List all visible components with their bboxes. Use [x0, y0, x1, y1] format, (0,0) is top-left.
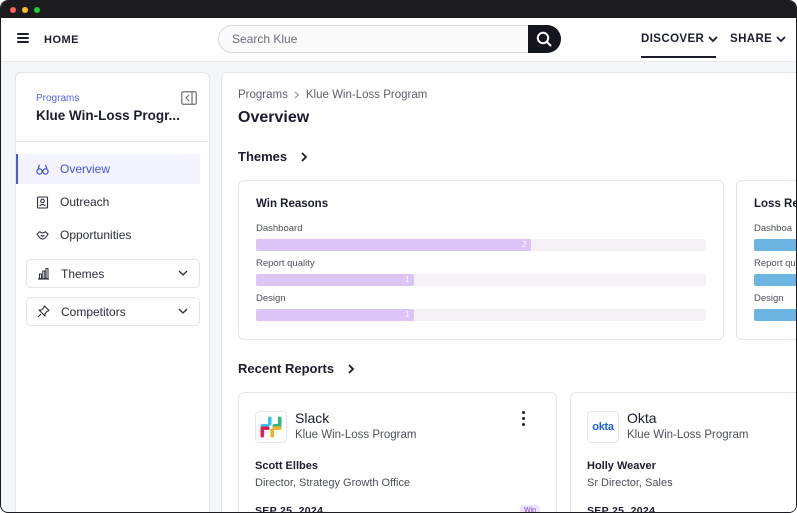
theme-bar: 1: [256, 309, 414, 321]
report-program-name: Klue Win-Loss Program: [295, 429, 417, 441]
nav-active-underline: [641, 56, 716, 58]
slack-logo-icon: [255, 411, 287, 443]
breadcrumb-current: Klue Win-Loss Program: [305, 89, 428, 101]
recent-reports-section-link[interactable]: Recent Reports: [238, 361, 355, 376]
main-content: Programs Klue Win-Loss Program Overview …: [221, 72, 796, 513]
sidebar-item-opportunities[interactable]: Opportunities: [16, 220, 200, 250]
status-badge: Win: [519, 505, 540, 512]
recent-reports-heading: Recent Reports: [238, 361, 335, 376]
theme-bar: [754, 239, 796, 251]
themes-heading: Themes: [238, 149, 288, 164]
search-input[interactable]: [219, 26, 529, 52]
bar-chart-icon: [38, 268, 49, 280]
theme-bar-track: [754, 274, 796, 286]
theme-bar-track: 1: [256, 274, 706, 286]
window-close-dot[interactable]: [10, 7, 16, 13]
theme-bar-track: 2: [256, 239, 706, 251]
sidebar-item-label: Opportunities: [60, 228, 132, 242]
theme-bar-value: 2: [522, 240, 527, 249]
report-date: SEP 25, 2024: [255, 505, 324, 513]
binoculars-icon: [36, 164, 49, 175]
handshake-icon: [36, 230, 49, 240]
theme-row-label: Report quality: [256, 258, 315, 269]
theme-bar-value: 1: [405, 275, 410, 284]
nav-share[interactable]: SHARE: [730, 33, 786, 45]
search-box: [218, 25, 561, 53]
sidebar-divider: [16, 141, 209, 142]
okta-logo-icon: okta: [587, 411, 619, 443]
window-maximize-dot[interactable]: [34, 7, 40, 13]
theme-bar: [754, 309, 796, 321]
nav-discover-label: DISCOVER: [641, 33, 705, 45]
report-contact-role: Director, Strategy Growth Office: [255, 477, 411, 489]
breadcrumb-programs[interactable]: Programs: [238, 89, 288, 101]
theme-bar-track: [754, 309, 796, 321]
sidebar-item-label: Overview: [60, 162, 111, 176]
sidebar-program-title: Klue Win-Loss Progr...: [36, 108, 180, 123]
sidebar-dropdown-themes[interactable]: Themes: [26, 259, 200, 288]
chevron-down-icon: [708, 36, 718, 43]
theme-row-label: Dashboa: [754, 223, 793, 234]
hamburger-menu-icon[interactable]: [17, 33, 29, 43]
report-date: SEP 25, 2024: [587, 505, 656, 513]
report-company-name: Okta: [627, 410, 657, 426]
chevron-down-icon: [178, 308, 188, 314]
sidebar-dropdown-competitors[interactable]: Competitors: [26, 297, 200, 326]
theme-row-label: Design: [754, 293, 784, 304]
nav-share-label: SHARE: [730, 33, 773, 45]
theme-row-label: Dashboard: [256, 223, 303, 234]
theme-card-loss-reasons[interactable]: Loss Rea Dashboa Report qu Design: [736, 180, 796, 340]
report-card-slack[interactable]: Slack Klue Win-Loss Program Scott Ellbes…: [238, 392, 557, 513]
top-navigation-bar: HOME DISCOVER SHARE: [1, 18, 796, 62]
more-options-icon[interactable]: [522, 411, 526, 427]
theme-bar-track: 1: [256, 309, 706, 321]
okta-logo-text: okta: [592, 421, 614, 433]
chevron-down-icon: [776, 36, 786, 43]
theme-bar: 2: [256, 239, 531, 251]
search-icon: [536, 31, 552, 47]
sidebar-item-label: Outreach: [60, 195, 110, 209]
breadcrumb: Programs Klue Win-Loss Program: [238, 89, 427, 101]
nav-discover[interactable]: DISCOVER: [641, 33, 718, 45]
theme-card-title: Loss Rea: [754, 198, 796, 210]
collapse-sidebar-icon[interactable]: [181, 91, 197, 105]
theme-bar-track: [754, 239, 796, 251]
program-sidebar: Programs Klue Win-Loss Progr... Overview: [15, 72, 210, 512]
theme-card-win-reasons[interactable]: Win Reasons Dashboard 2 Report quality 1…: [238, 180, 724, 340]
page-title: Overview: [238, 109, 310, 126]
search-button[interactable]: [528, 25, 561, 53]
chevron-down-icon: [178, 270, 188, 276]
themes-section-link[interactable]: Themes: [238, 149, 308, 164]
theme-bar-value: 1: [405, 310, 410, 319]
report-contact-name: Scott Ellbes: [255, 460, 318, 472]
report-contact-name: Holly Weaver: [587, 460, 656, 472]
theme-bar: 1: [256, 274, 414, 286]
sidebar-item-overview[interactable]: Overview: [16, 154, 200, 184]
theme-row-label: Report qu: [754, 258, 796, 269]
chevron-right-icon: [294, 91, 300, 99]
sidebar-programs-link[interactable]: Programs: [36, 93, 80, 104]
report-company-name: Slack: [295, 410, 330, 426]
report-contact-role: Sr Director, Sales: [587, 477, 673, 489]
theme-row-label: Design: [256, 293, 286, 304]
sidebar-item-outreach[interactable]: Outreach: [16, 187, 200, 217]
contact-card-icon: [36, 195, 49, 209]
sidebar-dropdown-label: Themes: [61, 266, 105, 281]
chevron-right-icon: [348, 363, 355, 374]
window-titlebar: [1, 1, 796, 18]
chevron-right-icon: [301, 151, 308, 162]
sidebar-dropdown-label: Competitors: [61, 304, 126, 319]
window-minimize-dot[interactable]: [22, 7, 28, 13]
pin-icon: [37, 305, 50, 318]
report-card-okta[interactable]: okta Okta Klue Win-Loss Program Holly We…: [570, 392, 796, 513]
theme-bar: [754, 274, 796, 286]
report-program-name: Klue Win-Loss Program: [627, 429, 749, 441]
home-link[interactable]: HOME: [44, 34, 79, 46]
theme-card-title: Win Reasons: [256, 198, 329, 210]
